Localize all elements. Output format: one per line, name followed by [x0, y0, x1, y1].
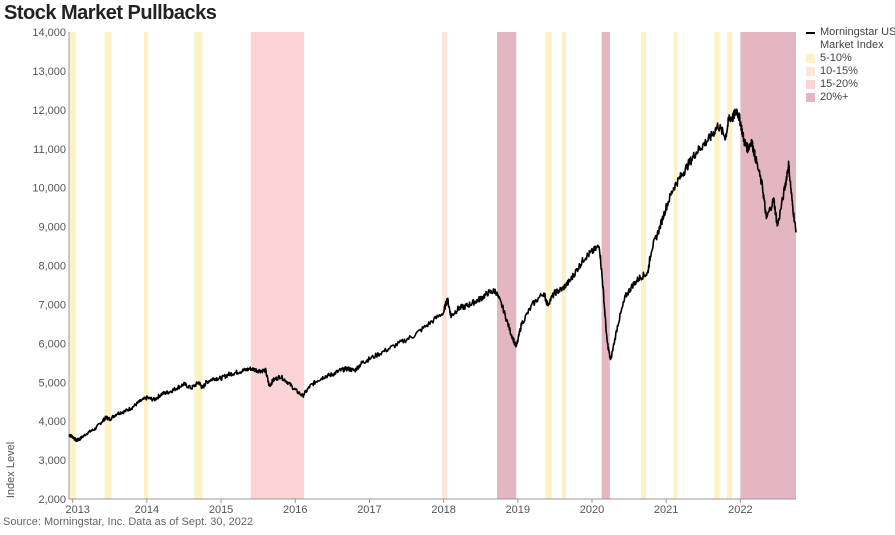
y-tick-label: 9,000	[38, 222, 66, 234]
shaded-period-5	[442, 32, 448, 499]
series-lines	[68, 108, 797, 443]
y-tick-label: 6,000	[38, 338, 66, 350]
legend-item: 5-10%	[806, 52, 895, 65]
legend-item: 15-20%	[806, 78, 895, 91]
shaded-period-1	[104, 32, 112, 499]
y-tick-label: 14,000	[32, 27, 66, 39]
y-tick-label: 8,000	[38, 261, 66, 273]
shaded-period-3	[194, 32, 203, 499]
series-line-0	[68, 108, 797, 443]
y-tick-label: 3,000	[38, 455, 66, 467]
shaded-period-12	[714, 32, 720, 499]
shaded-period-7	[545, 32, 552, 499]
shaded-period-9	[601, 32, 610, 499]
legend-label: 10-15%	[820, 65, 858, 77]
y-tick-label: 7,000	[38, 299, 66, 311]
legend-swatch	[806, 80, 815, 89]
shaded-period-0	[69, 32, 76, 499]
x-tick-label: 2015	[209, 504, 233, 516]
shaded-period-2	[143, 32, 149, 499]
legend-swatch	[806, 54, 815, 63]
y-tick-label: 4,000	[38, 416, 66, 428]
y-tick-label: 11,000	[33, 144, 66, 156]
shaded-period-6	[497, 32, 517, 499]
legend-label: 5-10%	[820, 52, 852, 64]
legend-swatch	[806, 32, 815, 34]
x-tick-label: 2017	[357, 504, 381, 516]
shaded-period-14	[740, 32, 796, 499]
shaded-period-13	[727, 32, 733, 499]
shaded-period-10	[640, 32, 647, 499]
y-tick-label: 5,000	[38, 377, 66, 389]
shaded-period-4	[250, 32, 305, 499]
x-tick-label: 2022	[728, 504, 752, 516]
legend: Morningstar US Market Index 5-10% 10-15% 15…	[806, 26, 895, 104]
axes	[68, 32, 796, 500]
x-tick-label: 2019	[506, 504, 530, 516]
y-tick-label: 12,000	[32, 105, 66, 117]
x-tick-label: 2020	[580, 504, 604, 516]
legend-item: 10-15%	[806, 65, 895, 78]
legend-label: Morningstar US Market Index	[820, 26, 895, 51]
x-tick-label: 2013	[65, 504, 89, 516]
y-tick-label: 13,000	[32, 66, 66, 78]
legend-label: 20%+	[820, 91, 849, 103]
y-tick-label: 10,000	[32, 183, 66, 195]
legend-label: 15-20%	[820, 78, 858, 90]
y-tick-label: 2,000	[38, 494, 66, 506]
shaded-periods	[69, 32, 796, 499]
legend-swatch	[806, 93, 815, 102]
chart-title: Stock Market Pullbacks	[4, 2, 217, 24]
x-tick-label: 2018	[431, 504, 455, 516]
source-note: Source: Morningstar, Inc. Data as of Sep…	[3, 516, 254, 528]
x-tick-label: 2014	[135, 504, 159, 516]
y-axis-label: Index Level	[5, 442, 17, 498]
tick-labels: 2,000 3,000 4,000 5,000 6,000 7,000 8,000 9,000…	[32, 27, 752, 516]
legend-item: 20%+	[806, 91, 895, 104]
shaded-period-8	[561, 32, 567, 499]
legend-item: Morningstar US Market Index	[806, 26, 895, 52]
shaded-period-11	[673, 32, 678, 499]
legend-swatch	[806, 67, 815, 76]
x-tick-label: 2016	[283, 504, 307, 516]
x-tick-label: 2021	[654, 504, 678, 516]
